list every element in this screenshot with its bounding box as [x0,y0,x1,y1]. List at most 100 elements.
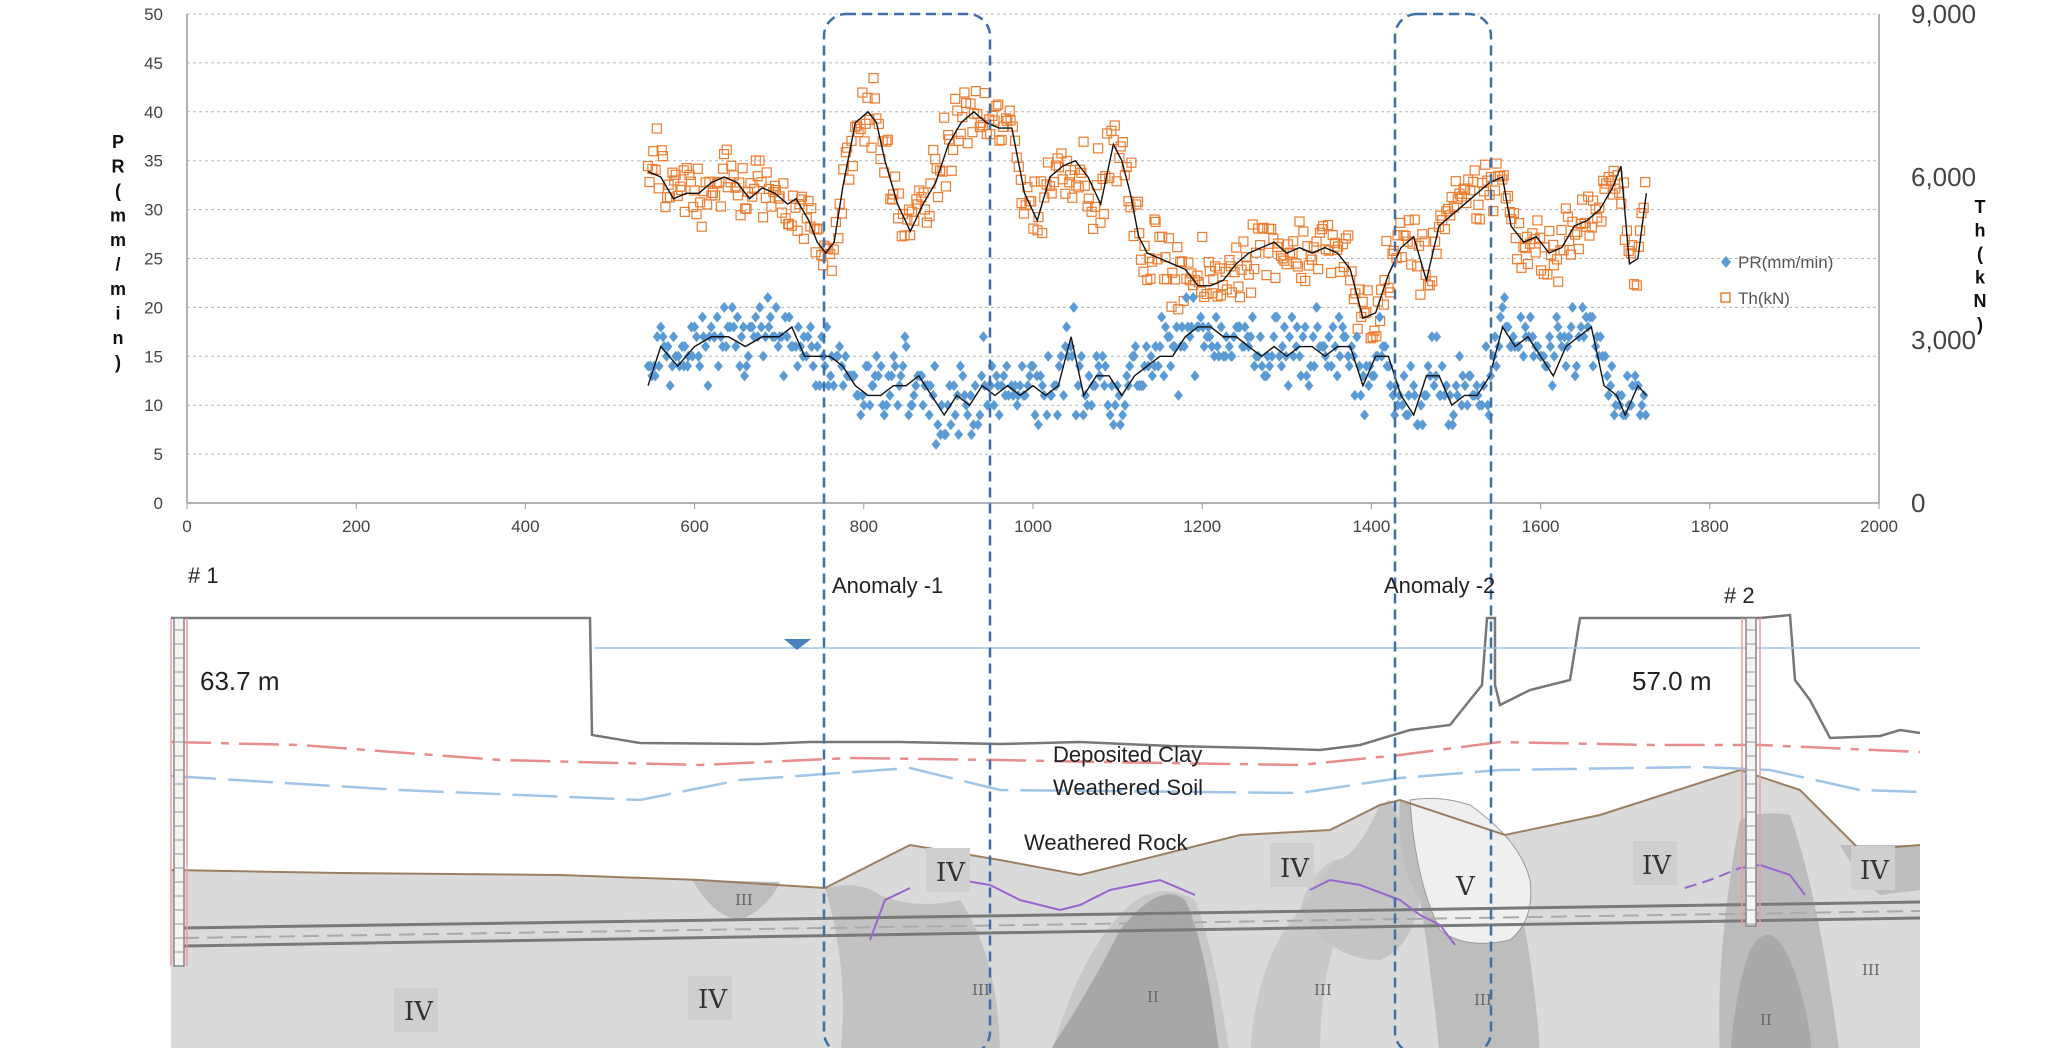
rock-grade-iii-body-6 [1505,770,1740,1048]
pr-data-point [1177,321,1187,333]
th-data-point [1495,171,1506,182]
th-data-point [1142,274,1153,286]
th-data-point [1196,286,1207,297]
th-data-point [1263,247,1274,258]
th-data-point [695,197,706,208]
pr-data-point [1508,331,1518,343]
th-data-point [1117,137,1128,148]
th-data-point [1480,159,1491,170]
deposited-clay-boundary [170,740,1921,767]
th-data-point [675,181,686,192]
th-data-point [1567,216,1578,227]
th-data-point [1640,176,1651,188]
pr-data-point [841,350,851,362]
y-tick-label: 35 [144,152,163,171]
pr-data-point [1100,360,1110,372]
th-data-point [1221,284,1232,295]
pr-data-point [1094,360,1104,372]
pr-data-point [758,350,768,362]
pr-data-point [747,321,757,333]
th-data-point [676,184,687,196]
th-data-point [1111,176,1122,187]
th-data-point [1400,230,1411,241]
th-data-point [728,170,739,181]
pr-data-point [890,360,900,372]
pr-data-point [826,370,836,382]
anomaly-zone-2 [1393,12,1493,1048]
pr-data-point [1639,389,1649,401]
pr-data-point [928,389,938,401]
th-data-point [1392,230,1403,241]
rock-grade-iii-pocket [692,880,780,919]
pr-data-point [1115,419,1125,431]
pr-data-point [1429,380,1439,392]
pr-data-point [1173,389,1183,401]
pr-data-point [694,350,704,362]
th-data-point [1572,226,1583,238]
pr-data-point [1338,321,1348,333]
pr-data-point [1603,389,1613,401]
th-data-point [1326,267,1337,279]
th-data-point [1556,224,1567,236]
pr-data-point [1087,399,1097,411]
th-data-point [1313,263,1324,275]
th-data-point [741,203,752,215]
th-data-point [660,202,671,213]
layer-label-deposited-clay: Deposited Clay [1053,742,1202,767]
pr-data-point [1559,331,1569,343]
th-data-point [1544,225,1555,237]
pr-data-point [833,350,843,362]
grade-label-iv: IV [1642,851,1672,881]
th-data-point [1139,240,1150,251]
water-table-icon [784,639,811,650]
th-data-point [707,187,719,199]
th-data-point [869,93,880,104]
x-tick-label: 200 [342,517,370,536]
th-data-point [715,201,726,212]
pr-data-point [680,341,690,353]
th-data-point [1628,279,1640,290]
pr-data-point [1010,380,1020,392]
th-data-point [1004,105,1015,116]
pr-data-point [1059,389,1069,401]
y-axis-label-char: m [110,230,126,250]
borehole-2-depth: 57.0 m [1632,666,1712,696]
pr-data-point [1199,341,1209,353]
th-data-point [745,178,756,189]
th-data-point [934,165,946,176]
pr-data-point [1600,350,1610,362]
pr-data-point [911,380,921,392]
pr-data-point [1343,350,1353,362]
pr-data-point [978,331,988,343]
pr-data-point [1076,350,1086,362]
pr-data-point [823,380,833,392]
pr-data-point [1296,370,1306,382]
pr-data-point [1056,350,1066,362]
th-data-point [1176,256,1187,267]
th-data-point [761,167,772,178]
th-data-point [1564,235,1575,247]
pr-data-point [763,292,773,304]
x-tick-label: 1800 [1691,517,1729,536]
pr-data-point [812,341,822,353]
pr-data-point [736,331,746,343]
th-data-point [1471,213,1482,224]
th-data-point [1132,196,1144,207]
pr-data-point [806,321,816,333]
pr-data-point [1607,360,1617,372]
pr-data-point [1544,331,1554,343]
y-axis-label-char: ) [1977,315,1983,335]
pr-data-point [663,341,673,353]
th-data-point [1135,254,1147,265]
th-data-point [1163,233,1175,244]
th-data-point [692,163,703,174]
pr-data-point [1572,360,1582,372]
th-data-point [1092,143,1104,154]
th-data-point [679,206,690,217]
y-axis-label-char: ( [115,181,121,201]
pr-data-point [1516,311,1526,323]
th-data-point [1625,248,1636,259]
x-tick-label: 1200 [1183,517,1221,536]
y-axis-label-char: T [1975,197,1986,217]
th-data-point [1343,230,1354,241]
